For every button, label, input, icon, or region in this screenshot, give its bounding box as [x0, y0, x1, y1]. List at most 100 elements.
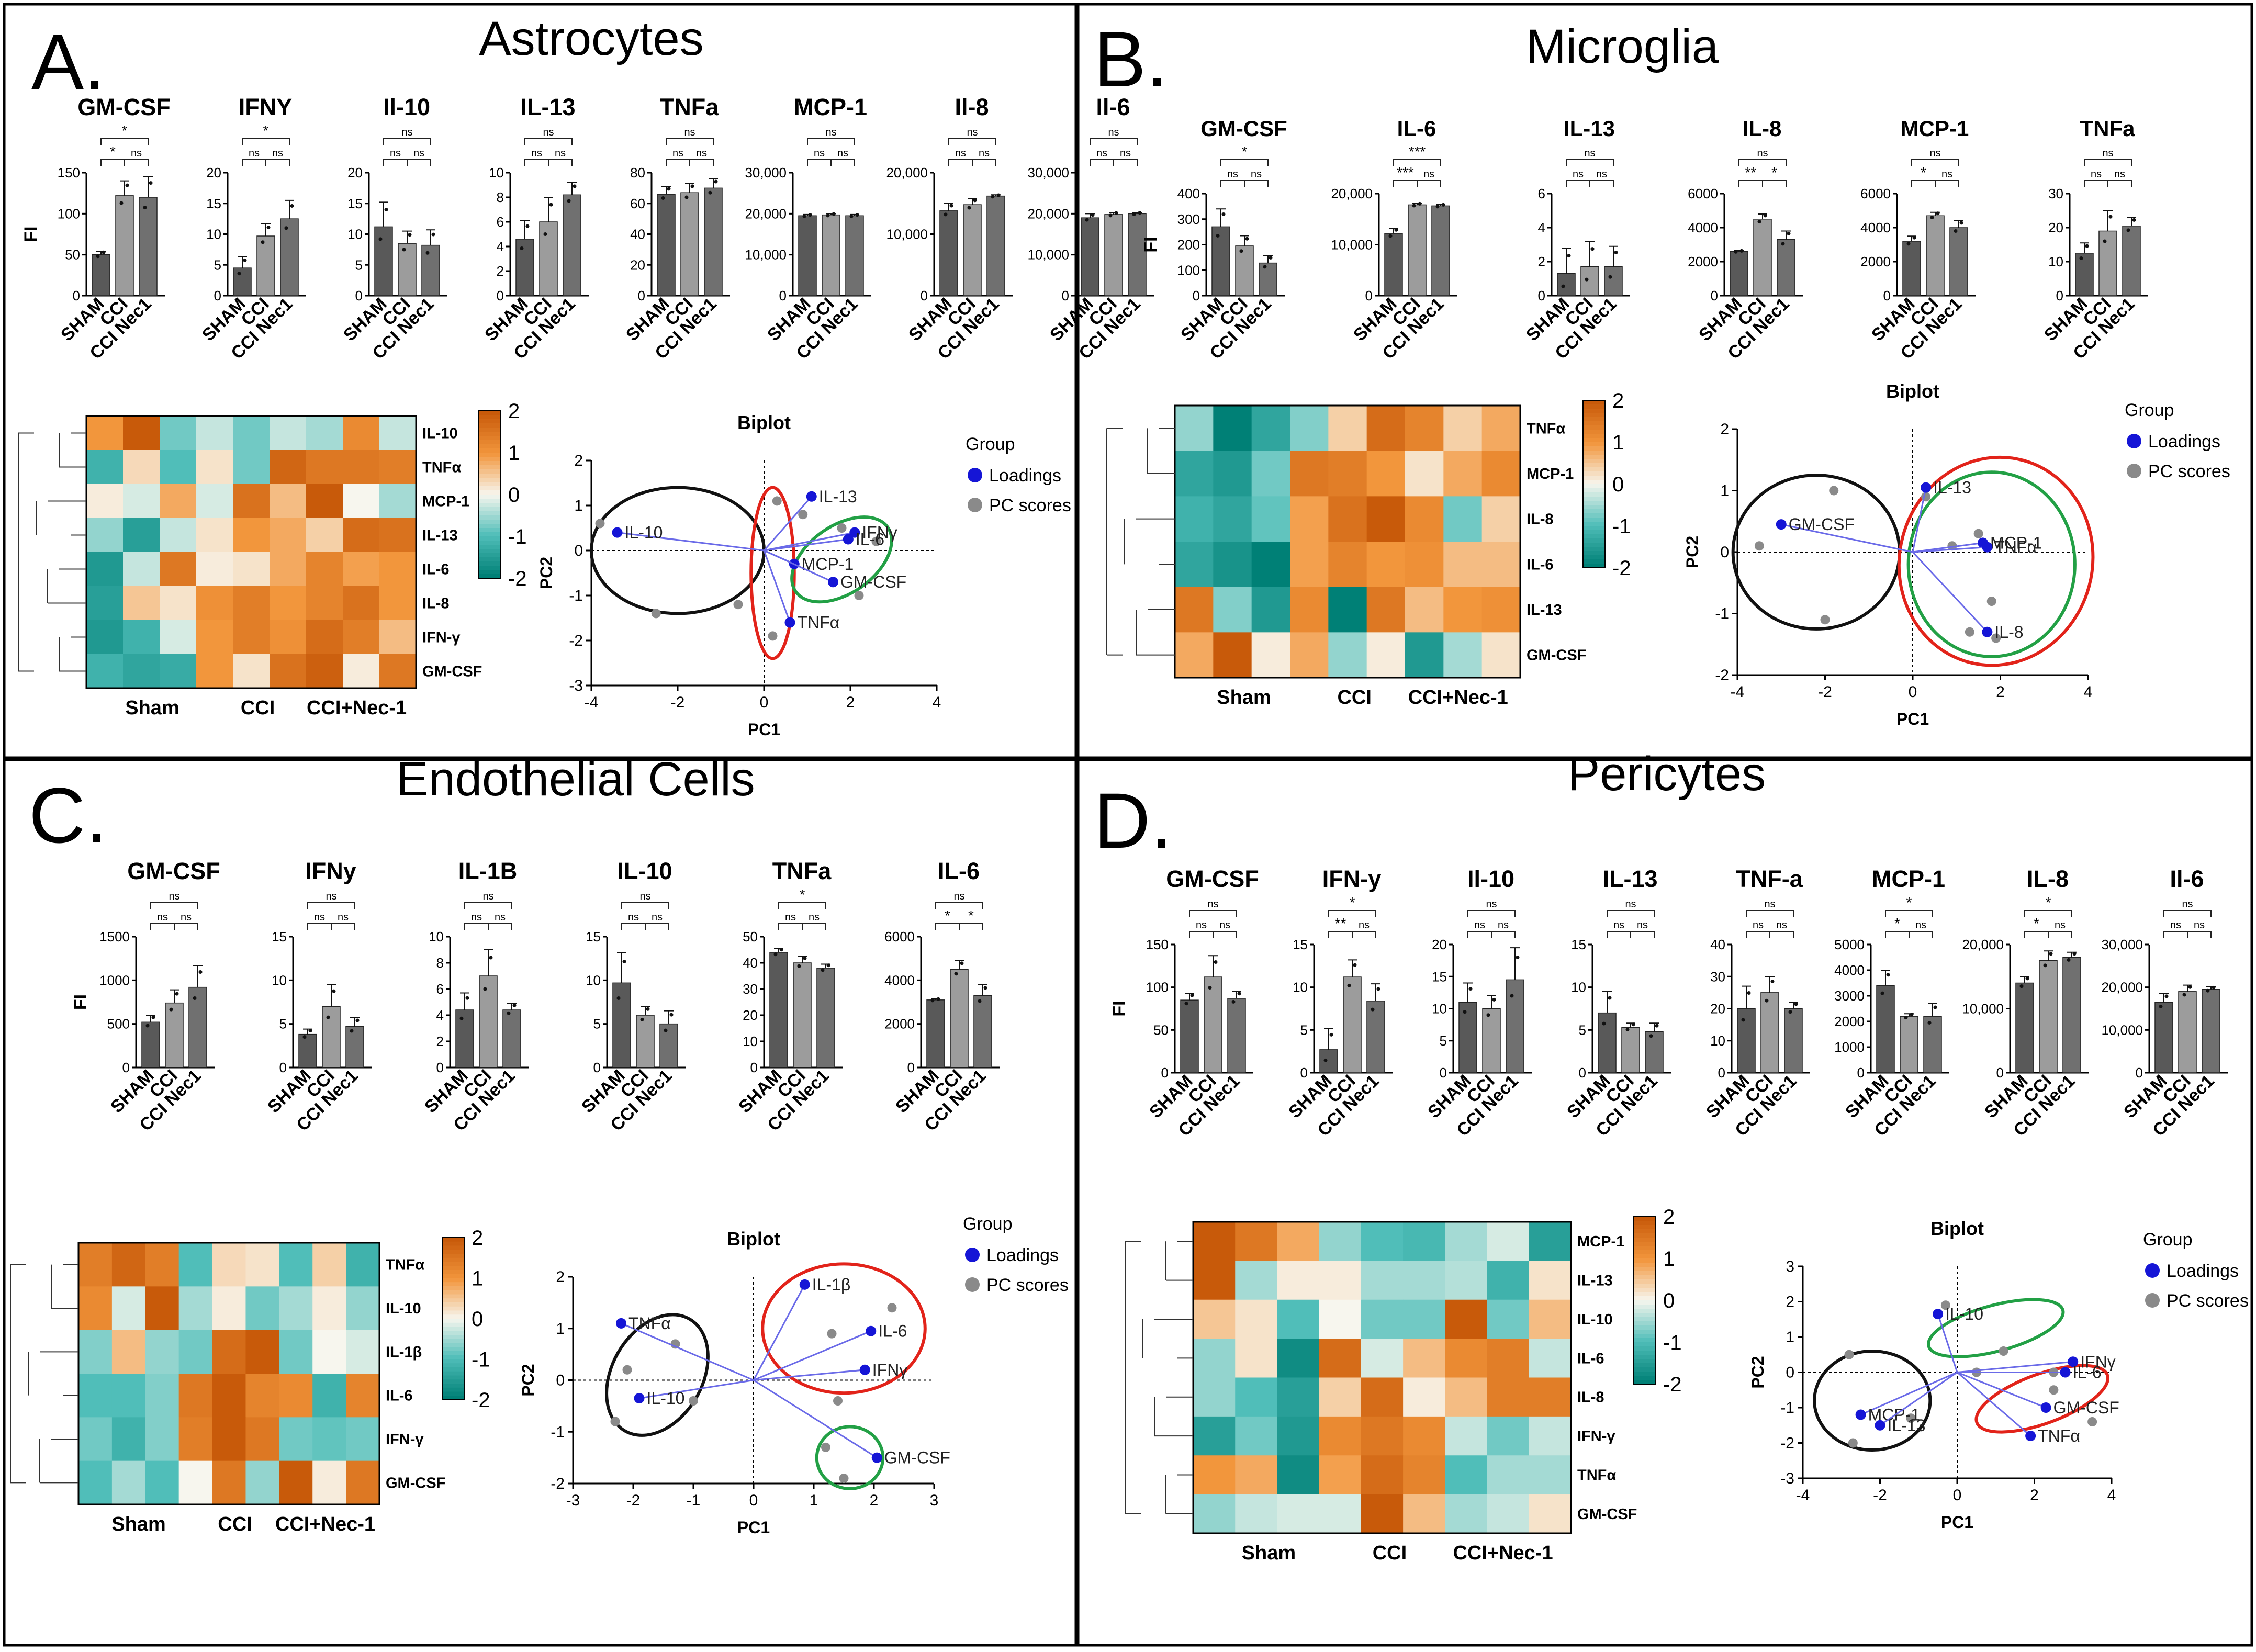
significance-bracket — [807, 138, 855, 145]
significance-label: ns — [181, 912, 192, 923]
heatmap-cell — [123, 518, 160, 553]
significance-label: ns — [955, 148, 966, 159]
scale-swatch — [1634, 1325, 1656, 1330]
x-tick-label: -2 — [671, 694, 685, 711]
heatmap-cell — [1403, 1299, 1445, 1339]
heatmap-cell — [245, 1330, 279, 1374]
biplot-x-label: PC1 — [748, 720, 780, 739]
x-tick-label: 3 — [930, 1492, 939, 1509]
bar — [1760, 992, 1779, 1073]
heatmap-cell — [1443, 496, 1483, 542]
heatmap-cell — [343, 620, 380, 655]
x-tick-label: 2 — [846, 694, 855, 711]
heatmap-cell — [1328, 406, 1367, 452]
heatmap-cell — [145, 1243, 179, 1287]
y-tick-label: 0 — [1786, 1364, 1794, 1381]
y-tick-label: 0 — [73, 288, 80, 304]
significance-bracket — [383, 138, 431, 145]
loading-point — [1982, 626, 1993, 637]
scale-swatch — [1634, 1342, 1656, 1347]
heatmap-cell — [123, 586, 160, 621]
significance-label: ns — [1120, 148, 1131, 159]
pc-score-point — [1965, 627, 1974, 637]
x-tick-label: 2 — [2030, 1487, 2039, 1504]
x-tick-label: -1 — [687, 1492, 701, 1509]
loading-arrow — [1912, 551, 1988, 633]
heatmap-cell — [1251, 406, 1290, 452]
significance-bracket — [948, 138, 996, 145]
y-tick-label: 1000 — [99, 972, 130, 988]
loading-point — [1921, 482, 1932, 493]
scale-label: -2 — [1612, 557, 1631, 580]
scale-swatch — [479, 482, 501, 487]
bar — [1777, 239, 1795, 296]
heatmap-cell — [1445, 1455, 1488, 1495]
pc-score-point — [827, 1329, 837, 1339]
loading-label: IL-10 — [625, 523, 663, 542]
significance-label: * — [1242, 143, 1248, 160]
significance-bracket — [972, 159, 996, 166]
data-point — [243, 258, 247, 262]
data-point — [549, 203, 553, 207]
significance-bracket — [464, 902, 512, 909]
bar-chart-title: IFNy — [305, 858, 356, 884]
significance-bracket — [2048, 931, 2072, 938]
biplot-title: Biplot — [737, 412, 791, 433]
bar — [1458, 1002, 1477, 1073]
scale-label: -1 — [1663, 1331, 1682, 1354]
scale-swatch — [479, 465, 501, 470]
heatmap-cell — [1235, 1377, 1277, 1417]
heatmap-cell — [1487, 1416, 1530, 1456]
y-tick-label: 100 — [1146, 980, 1169, 995]
heatmap-cell — [1328, 496, 1367, 542]
heatmap-cell — [1193, 1339, 1236, 1378]
y-tick-label: 10,000 — [886, 227, 928, 242]
loading-arrow — [753, 1284, 806, 1381]
data-point — [543, 232, 547, 236]
bar — [563, 194, 581, 296]
bar-chart-title: TNF-a — [1736, 866, 1803, 892]
bar — [374, 226, 393, 296]
significance-bracket — [1189, 910, 1237, 917]
pc-score-point — [1973, 529, 1983, 538]
data-point — [402, 248, 406, 252]
bar — [680, 192, 699, 296]
scale-swatch — [479, 536, 501, 541]
data-point — [1091, 213, 1095, 217]
heatmap-cell — [1366, 496, 1406, 542]
scale-swatch — [479, 549, 501, 554]
pc-score-point — [1940, 1300, 1950, 1310]
scale-swatch — [1583, 559, 1605, 564]
y-tick-label: 6000 — [1860, 186, 1891, 201]
data-point — [1388, 234, 1393, 238]
heatmap-color-scale: 2 1 0 -1 -2 — [478, 400, 527, 590]
scale-label: -2 — [1663, 1373, 1682, 1396]
heatmap-cell — [1361, 1339, 1404, 1378]
heatmap-cell — [1175, 632, 1214, 678]
y-tick-label: 10,000 — [1027, 247, 1069, 263]
heatmap-cell — [1213, 632, 1252, 678]
y-tick-label: 5 — [355, 257, 363, 273]
significance-bracket — [1607, 910, 1655, 917]
scale-swatch — [442, 1384, 464, 1388]
data-point — [149, 181, 153, 185]
bar-chart-title: IL-8 — [2027, 866, 2069, 892]
scale-swatch — [1583, 492, 1605, 497]
heatmap-cell — [1443, 451, 1483, 497]
heatmap-cell — [160, 450, 197, 485]
loading-point — [843, 534, 854, 545]
y-tick-label: 2 — [436, 1033, 444, 1049]
panel-title: Astrocytes — [479, 12, 703, 65]
loading-point — [1776, 519, 1787, 530]
significance-label: ns — [390, 148, 401, 159]
legend-label: PC scores — [2167, 1291, 2249, 1311]
heatmap-cell — [1328, 587, 1367, 633]
y-tick-label: 0 — [593, 1060, 601, 1075]
significance-label: ns — [696, 148, 707, 159]
scale-swatch — [1634, 1221, 1656, 1226]
significance-bracket — [2107, 180, 2132, 187]
heatmap-cell — [123, 484, 160, 519]
scale-swatch — [1583, 505, 1605, 510]
